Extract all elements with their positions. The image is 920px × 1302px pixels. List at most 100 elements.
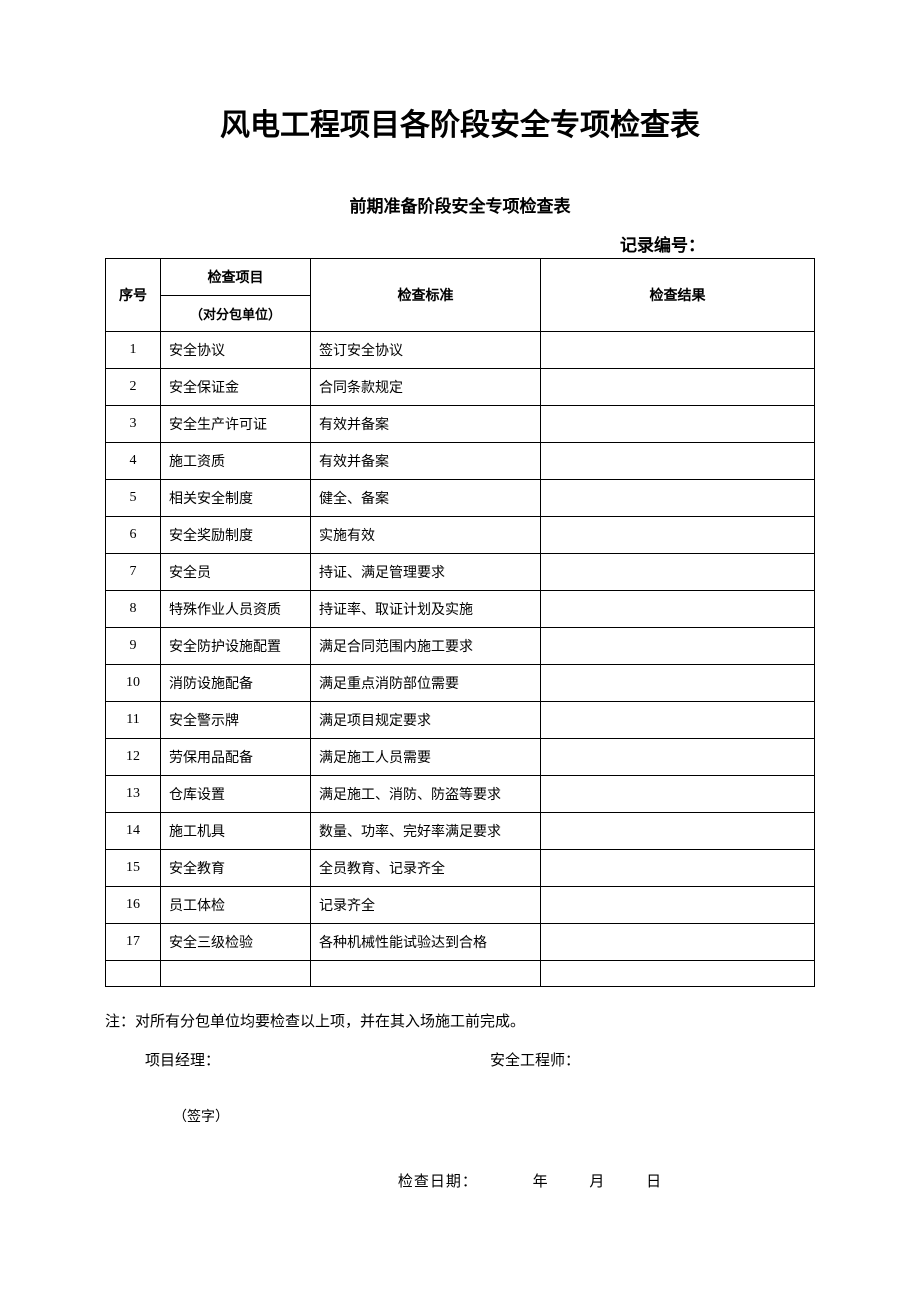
table-row: 4施工资质有效并备案 [106,443,815,480]
cell-item: 安全生产许可证 [161,406,311,443]
cell-seq: 4 [106,443,161,480]
cell-seq: 16 [106,887,161,924]
table-row: 7安全员持证、满足管理要求 [106,554,815,591]
cell-item: 劳保用品配备 [161,739,311,776]
table-row: 16员工体检记录齐全 [106,887,815,924]
table-header-row: 序号 检查项目 检查标准 检查结果 [106,259,815,296]
cell-seq: 6 [106,517,161,554]
cell-seq: 3 [106,406,161,443]
cell-seq: 8 [106,591,161,628]
table-row: 15安全教育全员教育、记录齐全 [106,850,815,887]
cell-empty [311,961,541,987]
cell-seq: 13 [106,776,161,813]
cell-standard: 实施有效 [311,517,541,554]
cell-standard: 满足项目规定要求 [311,702,541,739]
cell-result [541,924,815,961]
cell-standard: 满足合同范围内施工要求 [311,628,541,665]
cell-empty [106,961,161,987]
cell-standard: 持证、满足管理要求 [311,554,541,591]
table-row: 6安全奖励制度实施有效 [106,517,815,554]
cell-standard: 有效并备案 [311,406,541,443]
cell-item: 仓库设置 [161,776,311,813]
table-row: 11安全警示牌满足项目规定要求 [106,702,815,739]
table-row: 13仓库设置满足施工、消防、防盗等要求 [106,776,815,813]
cell-item: 相关安全制度 [161,480,311,517]
cell-empty [541,961,815,987]
footnote: 注：对所有分包单位均要检查以上项，并在其入场施工前完成。 [105,1007,815,1037]
cell-item: 安全三级检验 [161,924,311,961]
cell-seq: 5 [106,480,161,517]
header-seq: 序号 [106,259,161,332]
cell-item: 安全防护设施配置 [161,628,311,665]
cell-item: 安全协议 [161,332,311,369]
cell-standard: 满足施工、消防、防盗等要求 [311,776,541,813]
cell-result [541,480,815,517]
cell-result [541,702,815,739]
signature-line: 项目经理： 安全工程师： [105,1049,815,1070]
header-standard: 检查标准 [311,259,541,332]
signature-note: （签字） [105,1106,815,1126]
table-row: 12劳保用品配备满足施工人员需要 [106,739,815,776]
cell-result [541,739,815,776]
table-row: 1安全协议签订安全协议 [106,332,815,369]
cell-item: 安全警示牌 [161,702,311,739]
date-year: 年 [533,1174,549,1190]
cell-standard: 数量、功率、完好率满足要求 [311,813,541,850]
cell-item: 安全教育 [161,850,311,887]
cell-standard: 满足施工人员需要 [311,739,541,776]
sub-title: 前期准备阶段安全专项检查表 [105,192,815,217]
cell-standard: 记录齐全 [311,887,541,924]
cell-item: 安全奖励制度 [161,517,311,554]
cell-seq: 11 [106,702,161,739]
cell-seq: 7 [106,554,161,591]
table-row: 10消防设施配备满足重点消防部位需要 [106,665,815,702]
cell-seq: 17 [106,924,161,961]
cell-seq: 12 [106,739,161,776]
cell-result [541,443,815,480]
table-row: 8特殊作业人员资质持证率、取证计划及实施 [106,591,815,628]
cell-seq: 2 [106,369,161,406]
cell-result [541,887,815,924]
cell-item: 员工体检 [161,887,311,924]
date-day: 日 [646,1174,662,1190]
cell-standard: 持证率、取证计划及实施 [311,591,541,628]
cell-item: 消防设施配备 [161,665,311,702]
cell-result [541,628,815,665]
cell-seq: 15 [106,850,161,887]
cell-item: 施工资质 [161,443,311,480]
table-row: 17安全三级检验各种机械性能试验达到合格 [106,924,815,961]
table-row: 3安全生产许可证有效并备案 [106,406,815,443]
cell-result [541,406,815,443]
table-row: 14施工机具数量、功率、完好率满足要求 [106,813,815,850]
table-row: 5相关安全制度健全、备案 [106,480,815,517]
cell-standard: 全员教育、记录齐全 [311,850,541,887]
header-item: 检查项目 [161,259,311,296]
cell-result [541,776,815,813]
cell-result [541,813,815,850]
cell-result [541,517,815,554]
cell-standard: 各种机械性能试验达到合格 [311,924,541,961]
cell-result [541,369,815,406]
pm-signature-label: 项目经理： [105,1049,470,1070]
cell-standard: 健全、备案 [311,480,541,517]
main-title: 风电工程项目各阶段安全专项检查表 [105,100,815,144]
table-empty-row [106,961,815,987]
cell-result [541,665,815,702]
date-label: 检查日期： [398,1174,478,1190]
checklist-table: 序号 检查项目 检查标准 检查结果 （对分包单位） 1安全协议签订安全协议2安全… [105,258,815,987]
record-number-label: 记录编号： [105,231,815,256]
cell-seq: 1 [106,332,161,369]
cell-empty [161,961,311,987]
table-row: 2安全保证金合同条款规定 [106,369,815,406]
cell-standard: 满足重点消防部位需要 [311,665,541,702]
cell-item: 施工机具 [161,813,311,850]
cell-seq: 14 [106,813,161,850]
cell-standard: 合同条款规定 [311,369,541,406]
cell-seq: 9 [106,628,161,665]
cell-standard: 有效并备案 [311,443,541,480]
date-month: 月 [589,1174,605,1190]
cell-item: 特殊作业人员资质 [161,591,311,628]
cell-result [541,591,815,628]
header-item-sub: （对分包单位） [161,296,311,332]
header-result: 检查结果 [541,259,815,332]
